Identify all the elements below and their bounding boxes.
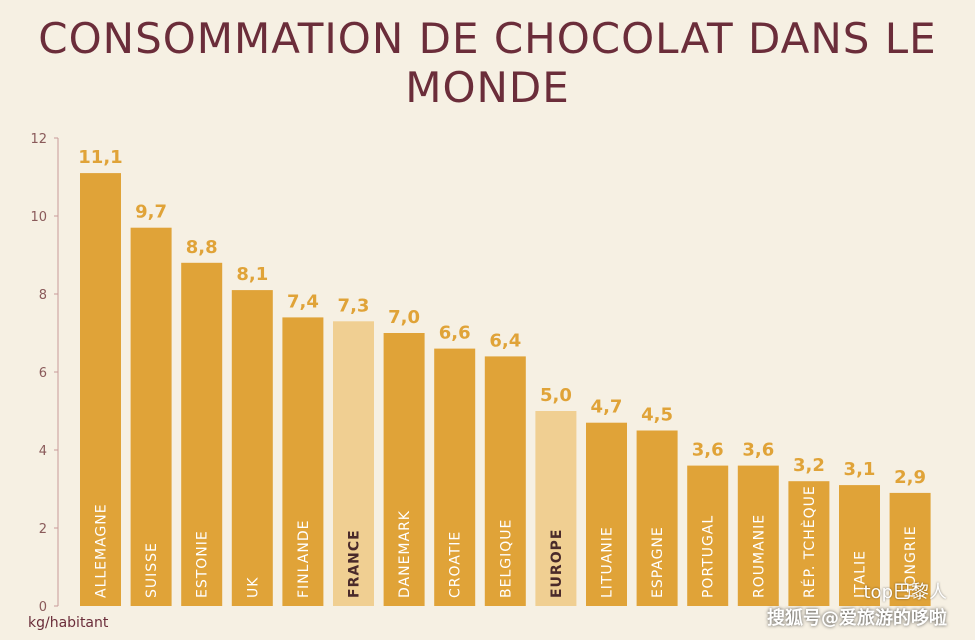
- bar-croatie: [434, 348, 476, 606]
- value-label: 7,4: [287, 291, 319, 312]
- y-tick-label: 12: [30, 132, 47, 147]
- bar-r-p-tch-que: [788, 481, 830, 606]
- category-label: SUISSE: [144, 542, 160, 598]
- bar-europe: [535, 411, 577, 606]
- bar-espagne: [636, 430, 678, 606]
- category-label: UK: [245, 577, 261, 598]
- bars: 11,1 ALLEMAGNE 9,7 SUISSE 8,8 ESTONIE 8,1 UK 7,4…: [78, 147, 931, 606]
- category-label: FRANCE: [347, 529, 363, 598]
- bar-italie: [839, 485, 880, 606]
- value-label: 3,2: [793, 455, 825, 476]
- value-label: 8,8: [186, 237, 218, 258]
- y-tick-label: 4: [39, 444, 47, 459]
- value-label: 7,3: [338, 295, 370, 316]
- value-label: 11,1: [78, 147, 122, 168]
- y-tick-label: 2: [39, 522, 47, 537]
- bar-roumanie: [737, 465, 779, 606]
- category-label: LITUANIE: [600, 526, 616, 598]
- bar-belgique: [484, 356, 526, 606]
- bar-allemagne: [80, 173, 121, 606]
- bar-hongrie: [889, 492, 931, 606]
- y-tick-label: 10: [30, 210, 47, 225]
- value-label: 3,6: [742, 440, 774, 461]
- value-label: 9,7: [135, 202, 167, 223]
- watermark-source: 搜狐号@爱旅游的哆啦: [767, 608, 947, 629]
- value-label: 3,1: [844, 459, 876, 480]
- category-label: RÉP. TCHÈQUE: [801, 485, 818, 598]
- value-label: 8,1: [236, 264, 268, 285]
- value-label: 2,9: [894, 467, 926, 488]
- value-label: 6,6: [439, 323, 471, 344]
- chart-title: CONSOMMATION DE CHOCOLAT DANS LE MONDE: [38, 14, 937, 112]
- bar-france: [333, 321, 374, 606]
- bar-finlande: [282, 317, 324, 606]
- y-tick-label: 6: [39, 366, 47, 381]
- category-label: ROUMANIE: [751, 514, 767, 598]
- category-label: ESTONIE: [195, 530, 211, 598]
- value-label: 4,7: [591, 397, 623, 418]
- value-label: 7,0: [388, 307, 420, 328]
- bar-estonie: [181, 262, 223, 606]
- category-label: FINLANDE: [296, 520, 312, 598]
- watermark-account: top巴黎人: [863, 582, 948, 603]
- bar-suisse: [130, 227, 172, 606]
- category-label: DANEMARK: [397, 510, 413, 598]
- value-label: 4,5: [641, 405, 673, 426]
- value-label: 6,4: [489, 330, 521, 351]
- category-label: EUROPE: [549, 529, 565, 598]
- y-tick-label: 0: [39, 600, 47, 615]
- y-axis-label: kg/habitant: [28, 615, 109, 631]
- bar-portugal: [687, 465, 729, 606]
- value-label: 3,6: [692, 440, 724, 461]
- bar-uk: [231, 290, 273, 606]
- y-axis: 0 2 4 6 8 10 12: [30, 132, 59, 615]
- category-label: BELGIQUE: [498, 519, 514, 598]
- category-label: PORTUGAL: [701, 515, 717, 598]
- bar-lituanie: [586, 422, 627, 606]
- category-label: HONGRIE: [903, 525, 919, 598]
- category-label: ESPAGNE: [650, 526, 666, 598]
- category-label: ALLEMAGNE: [94, 503, 110, 598]
- bar-danemark: [383, 333, 425, 606]
- category-label: ITALIE: [853, 550, 869, 598]
- value-label: 5,0: [540, 385, 572, 406]
- category-label: CROATIE: [448, 531, 464, 598]
- y-tick-label: 8: [39, 288, 47, 303]
